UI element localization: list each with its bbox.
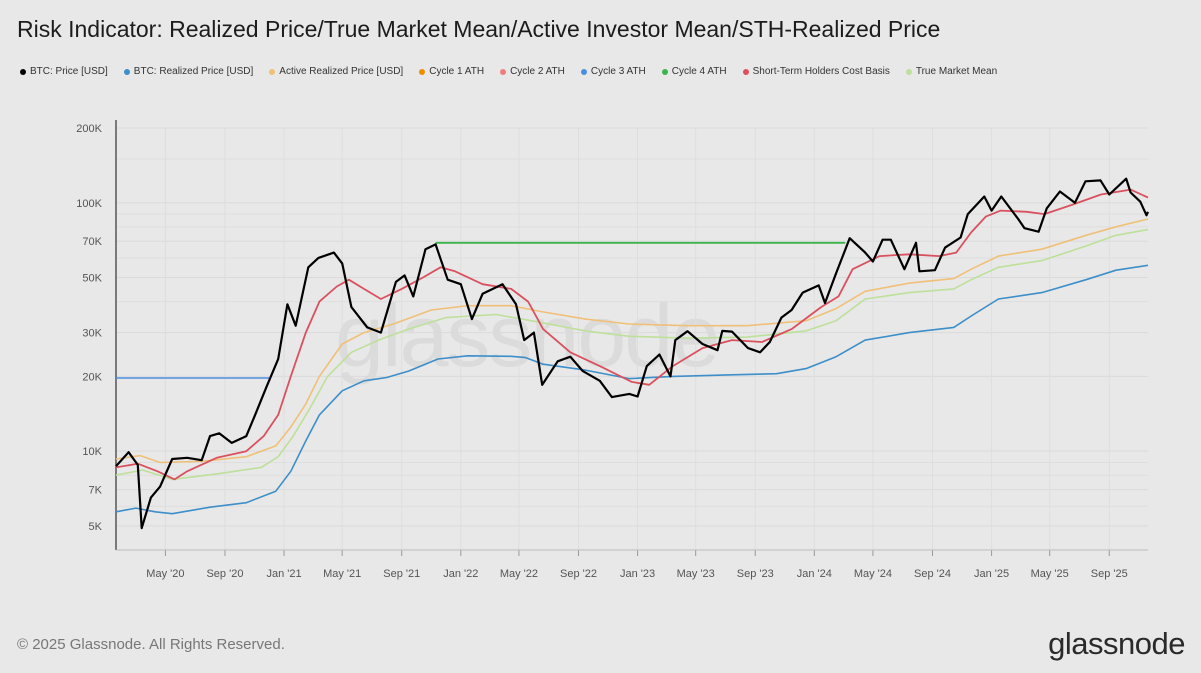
legend-dot-icon (580, 68, 587, 75)
legend-item[interactable]: True Market Mean (905, 66, 998, 77)
legend-item[interactable]: Cycle 4 ATH (661, 66, 727, 77)
legend-item[interactable]: Cycle 2 ATH (500, 66, 565, 77)
chart-title: Risk Indicator: Realized Price/True Mark… (17, 16, 941, 42)
legend-item[interactable]: Cycle 3 ATH (580, 66, 646, 77)
x-tick-label: May '22 (500, 568, 538, 580)
x-tick-label: Jan '23 (620, 568, 655, 580)
series-line-btc-realized-price-usd (115, 264, 1149, 515)
legend-dot-icon (742, 68, 749, 75)
legend-dot-icon (419, 68, 426, 75)
y-tick-label: 70K (82, 236, 102, 248)
x-tick-label: May '25 (1031, 568, 1069, 580)
x-tick-label: Jan '25 (974, 568, 1009, 580)
x-tick-label: Jan '21 (266, 568, 301, 580)
y-tick-label: 200K (76, 123, 102, 135)
legend-dot-icon (500, 68, 507, 75)
legend-item[interactable]: Active Realized Price [USD] (269, 66, 403, 77)
x-tick-label: May '21 (323, 568, 361, 580)
x-tick-label: Jan '24 (797, 568, 832, 580)
legend-dot-icon (123, 68, 130, 75)
x-tick-label: Sep '24 (914, 568, 951, 580)
series-line-short-term-holders-cost-basis (115, 188, 1149, 481)
legend-label: Cycle 2 ATH (510, 66, 565, 77)
y-tick-label: 30K (82, 328, 102, 340)
y-tick-label: 100K (76, 198, 102, 210)
x-tick-label: May '23 (677, 568, 715, 580)
y-tick-label: 20K (82, 371, 102, 383)
x-tick-label: Jan '22 (443, 568, 478, 580)
legend-dot-icon (661, 68, 668, 75)
y-tick-label: 7K (89, 485, 103, 497)
y-tick-label: 10K (82, 446, 102, 458)
y-tick-label: 50K (82, 273, 102, 285)
legend-label: Cycle 4 ATH (671, 66, 727, 77)
series-line-btc-price-usd (115, 177, 1150, 530)
copyright-footer: © 2025 Glassnode. All Rights Reserved. (17, 636, 285, 653)
legend-item[interactable]: BTC: Price [USD] (20, 66, 108, 77)
legend-label: BTC: Price [USD] (30, 66, 108, 77)
legend-item[interactable]: Cycle 1 ATH (419, 66, 484, 77)
x-tick-label: Sep '21 (383, 568, 420, 580)
legend-label: Active Realized Price [USD] (279, 66, 404, 77)
legend: BTC: Price [USD] BTC: Realized Price [USD… (20, 66, 997, 77)
legend-label: BTC: Realized Price [USD] (133, 66, 254, 77)
x-tick-label: Sep '22 (560, 568, 597, 580)
legend-item[interactable]: BTC: Realized Price [USD] (123, 66, 254, 77)
x-tick-label: Sep '20 (206, 568, 243, 580)
legend-label: True Market Mean (915, 66, 998, 77)
legend-label: Cycle 1 ATH (429, 66, 485, 77)
legend-dot-icon (269, 68, 276, 75)
x-tick-label: Sep '25 (1091, 568, 1128, 580)
y-tick-label: 5K (89, 521, 103, 533)
glassnode-logo: glassnode (1048, 626, 1185, 661)
x-tick-label: May '20 (146, 568, 184, 580)
legend-dot-icon (905, 68, 912, 75)
x-tick-label: May '24 (854, 568, 892, 580)
x-tick-label: Sep '23 (737, 568, 774, 580)
legend-dot-icon (20, 68, 26, 75)
legend-label: Short-Term Holders Cost Basis (752, 66, 890, 77)
series-line-true-market-mean (115, 228, 1149, 481)
legend-item[interactable]: Short-Term Holders Cost Basis (742, 66, 890, 77)
series-line-active-realized-price-usd (115, 218, 1149, 464)
legend-label: Cycle 3 ATH (590, 66, 646, 77)
